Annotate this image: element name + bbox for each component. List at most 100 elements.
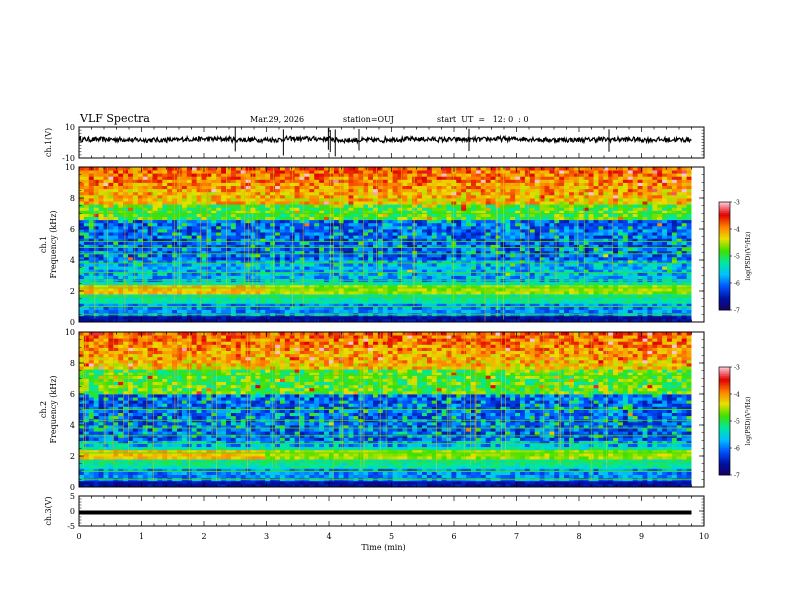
spectrogram-cell [613,207,619,211]
spectrogram-cell [490,318,496,323]
spectrogram-cell [671,272,678,276]
spectrogram-cell [539,219,545,224]
spectrogram-cell [637,210,643,214]
spectrogram-cell [162,213,168,217]
spectrogram-cell [573,204,580,208]
spectrogram-cell [157,232,163,236]
spectrogram-cell [657,263,663,267]
spectrogram-cell [333,300,340,304]
spectrogram-cell [441,303,447,307]
spectrogram-cell [260,210,266,214]
spectrogram-cell [544,272,550,276]
spectrogram-cell [569,201,575,205]
spectrogram-cell [324,222,330,227]
spectrogram-cell [637,207,643,211]
spectrogram-cell [382,204,389,208]
spectrogram-cell [569,235,575,239]
spectrogram-cell [426,201,433,205]
spectrogram-cell [539,284,545,289]
spectrogram-cell [103,287,109,292]
spectrogram-cell [598,272,604,276]
spectrogram-cell [358,232,364,236]
spectrogram-cell [196,207,202,211]
spectrogram-cell [167,272,173,276]
spectrogram-cell [304,241,310,245]
spectrogram-cell [524,266,531,270]
spectrogram-cell [250,287,256,292]
spectrogram-cell [118,263,124,267]
spectrogram-cell [270,247,276,252]
spectrogram-cell [686,256,692,261]
spectrogram-cell [593,318,599,323]
spectrogram-cell [167,300,173,304]
spectrogram-cell [279,297,286,301]
spectrogram-cell [422,269,428,273]
spectrogram-cell [309,260,315,264]
spectrogram-cell [275,213,281,217]
spectrogram-cell [377,263,384,267]
spectrogram-cell [382,210,389,214]
spectrogram-cell [123,281,129,286]
spectrogram-cell [559,315,565,320]
spectrogram-cell [358,315,364,320]
spectrogram-cell [637,306,643,310]
spectrogram-cell [147,297,153,301]
spectrogram-cell [373,250,379,255]
spectrogram-cell [152,204,158,208]
spectrogram-cell [181,250,188,255]
spectrogram-cell [534,216,540,221]
spectrogram-cell [113,250,119,255]
spectrogram-cell [593,281,599,286]
spectrogram-cell [662,291,668,295]
spectrogram-cell [642,284,648,289]
spectrogram-cell [157,216,163,221]
spectrogram-cell [520,291,526,295]
spectrogram-cell [652,241,658,245]
spectrogram-cell [461,260,467,264]
spectrogram-cell [392,256,398,261]
spectrogram-cell [505,284,511,289]
spectrogram-cell [573,253,580,258]
spectrogram-cell [495,222,501,227]
spectrogram-cell [196,291,202,295]
spectrogram-cell [402,229,408,233]
spectrogram-cell [480,210,487,214]
spectrogram-cell [83,300,90,304]
spectrogram-cell [147,272,153,276]
spectrogram-cell [206,222,212,227]
spectrogram-cell [618,281,624,286]
spectrogram-cell [647,253,653,258]
spectrogram-cell [618,216,624,221]
spectrogram-cell [314,204,320,208]
spectrogram-cell [534,315,540,320]
spectrogram-cell [436,225,442,230]
spectrogram-cell [431,281,438,286]
spectrogram-cell [524,315,531,320]
spectrogram-cell [578,250,585,255]
spectrogram-cell [235,253,242,258]
spectrogram-cell [137,260,144,264]
spectrogram-cell [314,281,320,286]
spectrogram-cell [471,213,477,217]
spectrogram-cell [671,222,678,227]
spectrogram-cell [319,263,325,267]
spectrogram-cell [93,250,99,255]
spectrogram-cell [642,222,648,227]
spectrogram-cell [309,266,315,270]
spectrogram-cell [382,225,389,230]
spectrogram-cell [314,253,320,258]
spectrogram-cell [578,291,585,295]
spectrogram-cell [279,306,286,310]
spectrogram-cell [466,225,472,230]
spectrogram-cell [338,263,344,267]
spectrogram-cell [573,281,580,286]
spectrogram-cell [348,253,354,258]
spectrogram-cell [515,284,521,289]
spectrogram-cell [534,201,540,205]
spectrogram-cell [230,213,237,217]
spectrogram-cell [147,210,153,214]
spectrogram-cell [284,232,291,236]
spectrogram-cell [255,247,261,252]
spectrogram-cell [598,284,604,289]
spectrogram-cell [368,210,374,214]
